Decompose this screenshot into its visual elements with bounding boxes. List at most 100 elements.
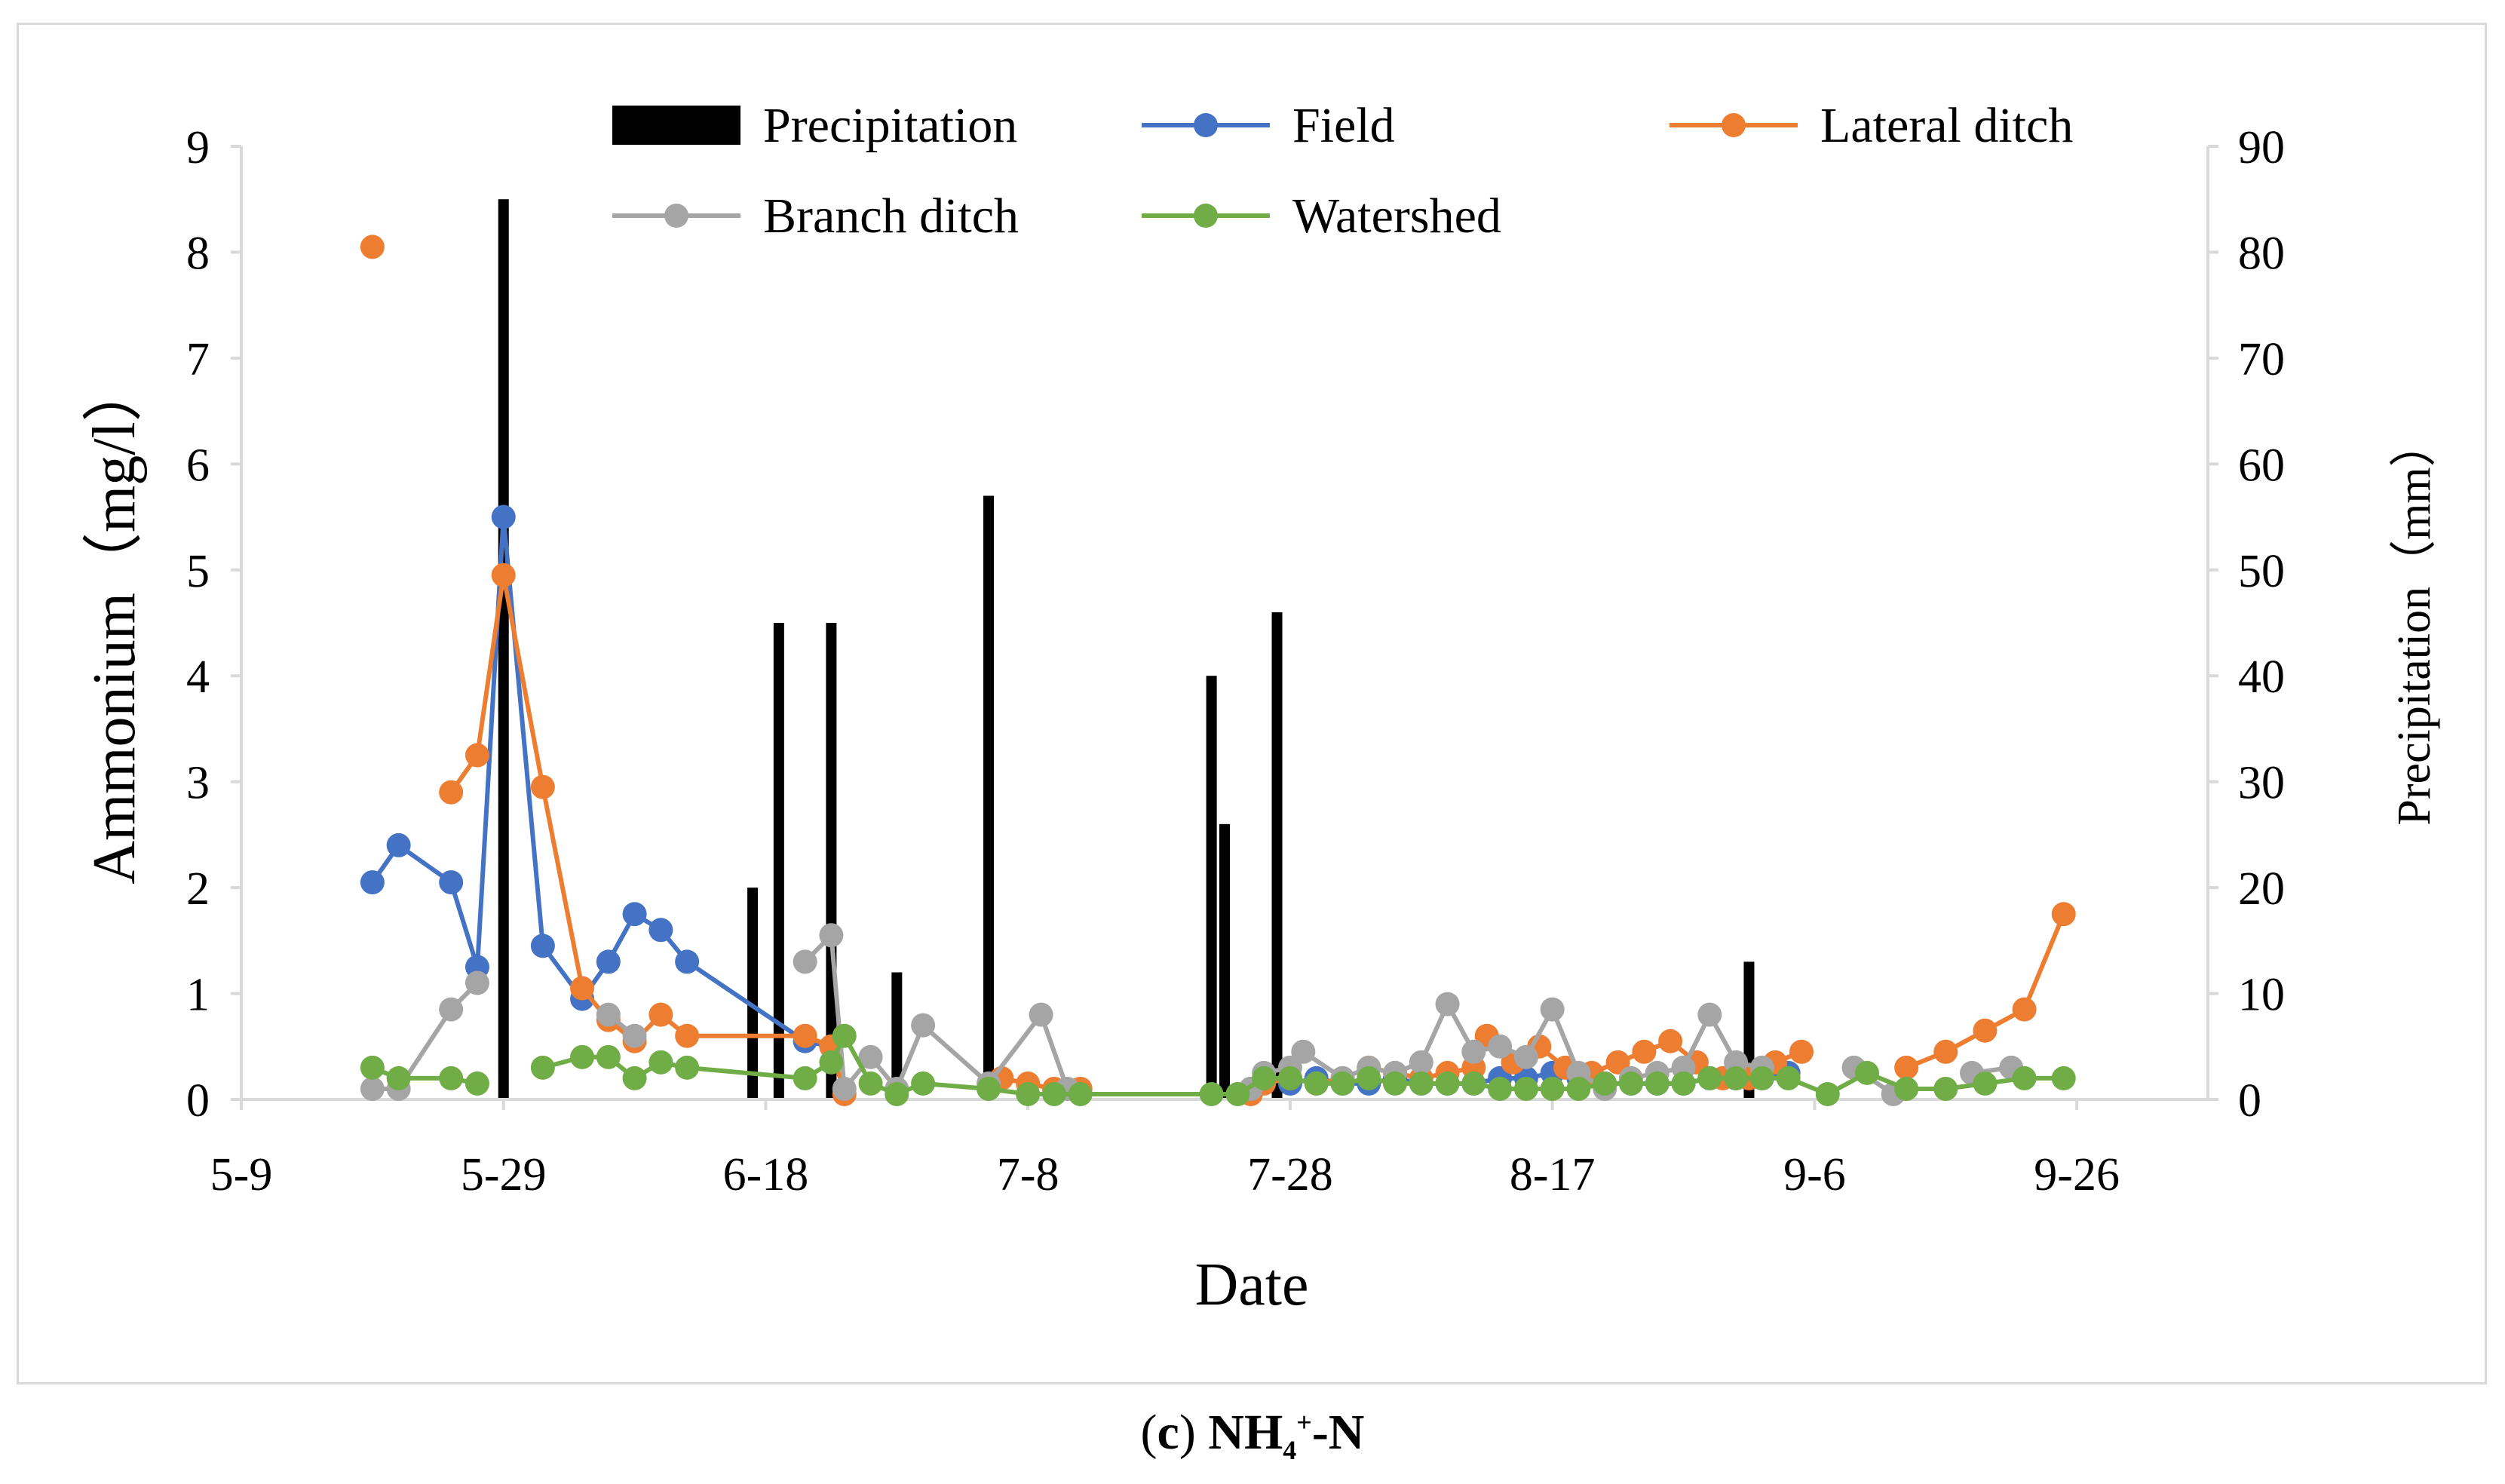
- branch-ditch-point: [819, 923, 844, 948]
- precipitation-bar: [498, 199, 509, 1100]
- branch-ditch-point: [1540, 997, 1565, 1022]
- watershed-point: [675, 1055, 700, 1080]
- legend-label-branch-ditch: Branch ditch: [763, 189, 1019, 244]
- watershed-point: [1566, 1076, 1591, 1101]
- branch-ditch-point: [360, 1076, 385, 1101]
- x-tick-label: 7-8: [997, 1149, 1059, 1200]
- lateral-ditch-point: [1605, 1050, 1630, 1075]
- figure-caption: (c) NH4+-N: [1140, 1405, 1365, 1466]
- lateral-ditch-point: [570, 976, 595, 1001]
- branch-ditch-line: [803, 933, 1070, 1091]
- watershed-point: [1618, 1071, 1643, 1096]
- watershed-point: [1671, 1071, 1696, 1096]
- watershed-point: [439, 1065, 464, 1090]
- lateral-ditch-point: [491, 563, 516, 587]
- watershed-point: [1488, 1076, 1513, 1101]
- field-point: [530, 934, 555, 958]
- lateral-ditch-point: [793, 1023, 817, 1048]
- lateral-ditch-point: [1789, 1039, 1814, 1064]
- y-tick-label: 0: [186, 1075, 210, 1127]
- lateral-ditch-point: [360, 235, 385, 259]
- y-tick-label: 2: [186, 863, 210, 915]
- lateral-ditch-point: [2051, 902, 2076, 927]
- lateral-ditch-point: [1973, 1018, 1998, 1043]
- lateral-ditch-point: [1933, 1039, 1958, 1064]
- legend-marker-branch-ditch: [664, 204, 688, 228]
- chart-frame: [17, 23, 2487, 1384]
- field-point: [386, 832, 411, 857]
- y-axis-title: Ammonium（mg/l）: [81, 361, 148, 884]
- y2-tick-label: 20: [2238, 863, 2285, 915]
- watershed-point: [1304, 1071, 1329, 1096]
- y-tick-label: 4: [186, 652, 210, 703]
- watershed-point: [1513, 1076, 1538, 1101]
- y2-axis-title: Precipitation（mm）: [2389, 420, 2440, 825]
- precipitation-bar: [747, 888, 759, 1099]
- branch-ditch-point: [1488, 1034, 1513, 1059]
- precipitation-bar: [1219, 823, 1230, 1099]
- branch-ditch-point: [622, 1023, 647, 1048]
- lateral-ditch-line: [449, 572, 847, 1095]
- branch-ditch-point: [1029, 1002, 1053, 1027]
- legend-label-lateral-ditch: Lateral ditch: [1820, 98, 2073, 153]
- precipitation-bar: [773, 623, 784, 1099]
- branch-ditch-point: [858, 1044, 883, 1069]
- watershed-point: [793, 1065, 817, 1090]
- precipitation-bar: [891, 972, 903, 1099]
- branch-ditch-point: [439, 997, 464, 1022]
- y2-tick-label: 30: [2238, 758, 2285, 809]
- y2-tick-label: 90: [2238, 122, 2285, 173]
- branch-ditch-point: [1409, 1050, 1433, 1075]
- watershed-point: [1776, 1065, 1801, 1090]
- x-tick-label: 8-17: [1510, 1149, 1596, 1200]
- watershed-point: [1697, 1065, 1722, 1090]
- y-tick-label: 6: [186, 440, 210, 491]
- precipitation-bar: [826, 623, 837, 1099]
- y-tick-label: 9: [186, 122, 210, 173]
- watershed-point: [1749, 1065, 1774, 1090]
- watershed-point: [1409, 1071, 1433, 1096]
- legend-label-watershed: Watershed: [1292, 189, 1501, 244]
- legend-marker-watershed: [1194, 204, 1218, 228]
- branch-ditch-point: [1461, 1039, 1486, 1064]
- watershed-point: [570, 1044, 595, 1069]
- lateral-ditch-point: [1632, 1039, 1657, 1064]
- watershed-point: [1041, 1081, 1066, 1106]
- watershed-point: [1645, 1071, 1669, 1096]
- watershed-point: [1277, 1065, 1302, 1090]
- field-point: [360, 870, 385, 895]
- field-point: [675, 949, 700, 974]
- legend-marker-field: [1194, 113, 1218, 137]
- precipitation-bar: [1206, 676, 1217, 1099]
- y2-tick-label: 40: [2238, 652, 2285, 703]
- watershed-point: [530, 1055, 555, 1080]
- legend-label-field: Field: [1292, 98, 1395, 153]
- y-tick-label: 5: [186, 546, 210, 597]
- y2-tick-label: 10: [2238, 970, 2285, 1021]
- lateral-ditch-point: [1894, 1055, 1919, 1080]
- watershed-point: [1724, 1065, 1749, 1090]
- precipitation-bar: [1271, 612, 1283, 1099]
- branch-ditch-point: [911, 1013, 936, 1038]
- legend-marker-lateral-ditch: [1722, 113, 1746, 137]
- lateral-ditch-line: [1905, 913, 2066, 1070]
- branch-ditch-line: [372, 981, 480, 1091]
- y2-tick-label: 60: [2238, 440, 2285, 491]
- watershed-point: [1357, 1065, 1381, 1090]
- branch-ditch-point: [1435, 992, 1460, 1016]
- x-tick-label: 5-29: [461, 1149, 547, 1200]
- y-tick-label: 8: [186, 228, 210, 279]
- branch-ditch-point: [1291, 1039, 1316, 1064]
- legend-swatch-precipitation: [612, 106, 740, 145]
- lateral-ditch-point: [648, 1002, 673, 1027]
- x-tick-label: 5-9: [210, 1149, 273, 1200]
- watershed-point: [2051, 1065, 2076, 1090]
- lateral-ditch-point: [439, 780, 464, 805]
- watershed-line: [371, 1065, 478, 1086]
- watershed-point: [1068, 1081, 1093, 1106]
- precipitation-bar: [983, 495, 995, 1099]
- lateral-ditch-point: [1658, 1029, 1683, 1053]
- legend-label-precipitation: Precipitation: [763, 98, 1017, 153]
- watershed-point: [1815, 1081, 1840, 1106]
- watershed-point: [1383, 1071, 1408, 1096]
